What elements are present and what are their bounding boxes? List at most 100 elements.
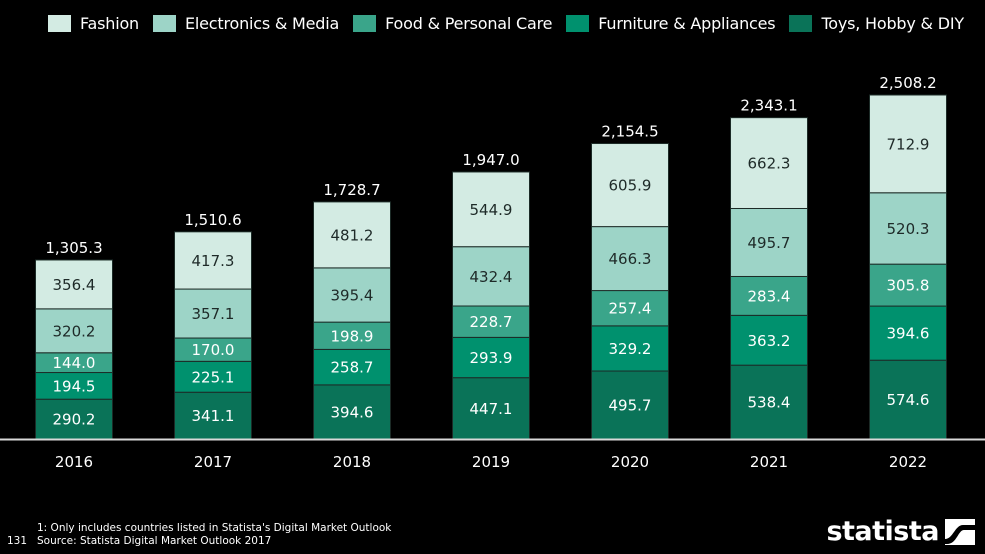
total-value-label: 1,305.3 — [45, 239, 102, 257]
footnote: 1: Only includes countries listed in Sta… — [37, 522, 391, 548]
bar-segment — [869, 94, 947, 194]
bar-segment — [313, 201, 391, 269]
bar-segment — [35, 259, 113, 310]
segment-value-label: 394.6 — [331, 403, 374, 421]
segment-value-label: 481.2 — [331, 226, 374, 244]
bar-segment — [313, 267, 391, 323]
segment-value-label: 341.1 — [192, 407, 235, 425]
x-tick-label: 2021 — [750, 453, 788, 471]
total-value-label: 1,947.0 — [462, 151, 519, 169]
segment-value-label: 605.9 — [609, 177, 652, 195]
segment-value-label: 257.4 — [609, 300, 652, 318]
segment-value-label: 170.0 — [192, 341, 235, 359]
statista-logo-icon — [945, 518, 975, 545]
legend-swatch — [48, 14, 71, 32]
segment-value-label: 283.4 — [748, 287, 791, 305]
legend-item-electronics-media: Electronics & Media — [153, 14, 339, 33]
segment-value-label: 305.8 — [887, 277, 930, 295]
legend-label: Electronics & Media — [185, 13, 340, 33]
bar-segment — [313, 348, 391, 386]
legend: Fashion Electronics & Media Food & Perso… — [48, 12, 978, 34]
bar-segment — [730, 117, 808, 209]
segment-value-label: 432.4 — [470, 268, 513, 286]
segment-value-label: 329.2 — [609, 340, 652, 358]
segment-value-label: 394.6 — [887, 325, 930, 343]
total-value-label: 2,154.5 — [601, 123, 658, 141]
logo-text: statista — [826, 516, 939, 547]
bar-segment — [313, 321, 391, 350]
legend-item-furniture-appliances: Furniture & Appliances — [566, 13, 776, 33]
total-value-label: 1,510.6 — [184, 211, 241, 229]
bar-stack-2017: 341.1 225.1 170.0 357.1 417.3 1,510.6 — [174, 211, 252, 440]
legend-item-fashion: Fashion — [48, 14, 139, 33]
segment-value-label: 538.4 — [748, 394, 791, 412]
bar-segment — [452, 246, 530, 307]
segment-value-label: 258.7 — [331, 359, 374, 377]
segment-value-label: 662.3 — [748, 155, 791, 173]
bar-stack-2019: 447.1 293.9 228.7 432.4 544.9 1,947.0 — [452, 151, 530, 440]
stacked-bar-chart: 290.2 194.5 144.0 320.2 356.4 1,305.3 341.1 225… — [0, 74, 985, 471]
total-value-label: 1,728.7 — [323, 181, 380, 199]
segment-value-label: 417.3 — [192, 252, 235, 270]
x-tick-label: 2018 — [333, 453, 371, 471]
bar-segment — [35, 398, 113, 440]
x-tick-label: 2020 — [611, 453, 649, 471]
bar-segment — [174, 231, 252, 290]
segment-value-label: 293.9 — [470, 349, 513, 367]
bar-segment — [313, 384, 391, 440]
x-tick-label: 2016 — [55, 453, 93, 471]
x-tick-label: 2019 — [472, 453, 510, 471]
segment-value-label: 356.4 — [53, 276, 96, 294]
bar-segment — [591, 290, 669, 327]
legend-label: Furniture & Appliances — [598, 13, 776, 33]
segment-value-label: 194.5 — [53, 377, 96, 395]
bar-segment — [452, 336, 530, 379]
bar-stack-2018: 394.6 258.7 198.9 395.4 481.2 1,728.7 — [313, 181, 391, 440]
bar-segment — [730, 364, 808, 440]
footnote-note: 1: Only includes countries listed in Sta… — [37, 522, 392, 534]
x-axis-ticks: 2016 2017 2018 2019 2020 2021 2022 — [55, 453, 927, 471]
legend-swatch — [353, 14, 377, 32]
bar-segment — [730, 275, 808, 316]
page-number: 131 — [7, 535, 28, 547]
segment-value-label: 466.3 — [609, 250, 652, 268]
segment-value-label: 363.2 — [748, 332, 791, 350]
bar-segment — [35, 308, 113, 354]
bars-group: 290.2 194.5 144.0 320.2 356.4 1,305.3 341.1 225… — [35, 74, 947, 440]
footnote-source: Source: Statista Digital Market Outlook … — [37, 535, 272, 547]
bar-segment — [869, 305, 947, 361]
bar-stack-2016: 290.2 194.5 144.0 320.2 356.4 1,305.3 — [35, 239, 113, 440]
segment-value-label: 544.9 — [470, 201, 513, 219]
bar-segment — [730, 314, 808, 366]
legend-label: Fashion — [80, 13, 139, 33]
legend-swatch — [789, 14, 813, 32]
legend-label: Toys, Hobby & DIY — [821, 13, 964, 33]
bar-segment — [174, 288, 252, 339]
segment-value-label: 357.1 — [192, 305, 235, 323]
legend-item-toys-hobby-diy: Toys, Hobby & DIY — [789, 13, 964, 33]
segment-value-label: 574.6 — [887, 391, 930, 409]
bar-segment — [591, 143, 669, 228]
x-tick-label: 2017 — [194, 453, 232, 471]
statista-logo: statista — [826, 516, 975, 547]
segment-value-label: 520.3 — [887, 220, 930, 238]
legend-label: Food & Personal Care — [385, 13, 553, 33]
bar-segment — [452, 171, 530, 248]
segment-value-label: 320.2 — [53, 322, 96, 340]
segment-value-label: 225.1 — [192, 368, 235, 386]
segment-value-label: 228.7 — [470, 313, 513, 331]
bar-segment — [591, 226, 669, 292]
legend-swatch — [153, 14, 176, 32]
bar-stack-2021: 538.4 363.2 283.4 495.7 662.3 2,343.1 — [730, 97, 808, 440]
segment-value-label: 198.9 — [331, 327, 374, 345]
segment-value-label: 447.1 — [470, 400, 513, 418]
bar-stack-2020: 495.7 329.2 257.4 466.3 605.9 2,154.5 — [591, 123, 669, 440]
total-value-label: 2,343.1 — [740, 97, 797, 115]
bar-segment — [452, 305, 530, 338]
segment-value-label: 144.0 — [53, 354, 96, 372]
bar-segment — [730, 207, 808, 277]
segment-value-label: 712.9 — [887, 135, 930, 153]
bar-stack-2022: 574.6 394.6 305.8 520.3 712.9 2,508.2 — [869, 74, 947, 440]
legend-item-food-personal-care: Food & Personal Care — [353, 14, 552, 33]
segment-value-label: 495.7 — [609, 397, 652, 415]
